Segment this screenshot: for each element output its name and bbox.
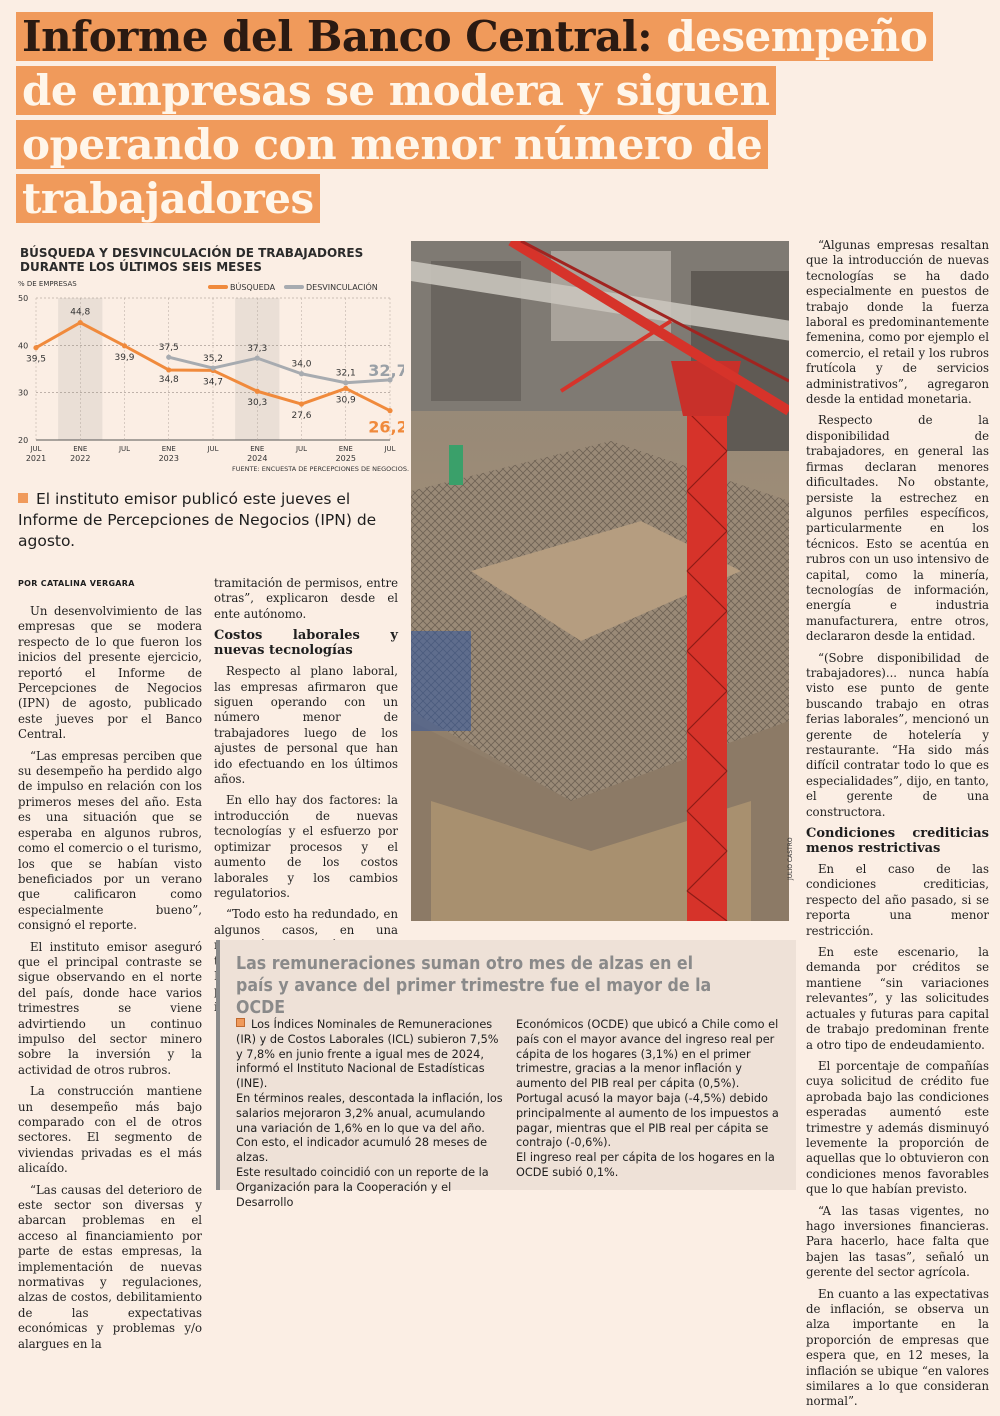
data-point [121, 343, 128, 349]
paragraph: La construcción mantiene un desempeño má… [18, 1084, 202, 1176]
box-paragraph-text: Los Índices Nominales de Remuneraciones … [236, 1018, 499, 1091]
construction-photo [411, 241, 789, 921]
x-tick-label: ENE [339, 445, 353, 453]
data-label-final: 26,2 [368, 418, 404, 437]
x-tick-year: 2025 [336, 454, 356, 463]
data-point [254, 355, 260, 361]
data-label: 39,5 [26, 355, 46, 365]
column-1: Un desenvolvimiento de las empresas que … [18, 604, 202, 1358]
data-label: 44,8 [70, 308, 90, 318]
paragraph: “Las empresas perciben que su desempeño … [18, 748, 202, 933]
x-tick-year: 2024 [247, 454, 267, 463]
data-point [343, 385, 349, 392]
x-tick-label: JUL [29, 445, 41, 453]
paragraph: En este escenario, la demanda por crédit… [806, 945, 989, 1052]
data-point [387, 408, 393, 414]
y-tick-label: 40 [18, 341, 28, 350]
data-label: 37,3 [247, 344, 267, 354]
chart-source: FUENTE: ENCUESTA DE PERCEPCIONES DE NEGO… [232, 465, 410, 473]
box-paragraph: Este resultado coincidió con un reporte … [236, 1165, 489, 1209]
legend-label: BÚSQUEDA [230, 281, 276, 292]
data-label: 39,9 [114, 353, 134, 363]
data-point [77, 320, 83, 326]
lead-bullet [18, 493, 28, 503]
data-label: 34,7 [203, 377, 223, 387]
data-label: 30,9 [336, 395, 356, 405]
paragraph: Respecto de la disponibilidad de trabaja… [806, 413, 989, 644]
paragraph: Un desenvolvimiento de las empresas que … [18, 604, 202, 742]
paragraph: El instituto emisor aseguró que el princ… [18, 939, 202, 1077]
box-column-right: Económicos (OCDE) que ubicó a Chile como… [516, 1018, 784, 1181]
x-tick-label: JUL [295, 445, 307, 453]
data-point [298, 401, 305, 407]
lead-paragraph: El instituto emisor publicó este jueves … [18, 489, 398, 552]
data-point [254, 388, 260, 394]
data-point [343, 380, 349, 386]
data-point [298, 371, 305, 377]
paragraph: “A las tasas vigentes, no hago inversion… [806, 1203, 989, 1280]
paragraph: El porcentaje de compañías cuya solicitu… [806, 1058, 989, 1197]
data-label: 34,0 [291, 360, 311, 370]
chart-band [235, 298, 280, 440]
y-tick-label: 20 [18, 436, 28, 445]
box-paragraph: Los Índices Nominales de Remuneraciones … [236, 1018, 504, 1092]
y-tick-label: 30 [18, 389, 28, 398]
chart-title: BÚSQUEDA Y DESVINCULACIÓN DE TRABAJADORE… [20, 246, 364, 274]
paragraph: En el caso de las condiciones crediticia… [806, 862, 989, 938]
paragraph: En cuanto a las expectativas de inflació… [806, 1286, 989, 1409]
sidebar-box [216, 940, 796, 1190]
subhead-costos: Costos laborales y nuevas tecnologías [214, 628, 398, 659]
headline: Informe del Banco Central: desempeño de … [16, 10, 991, 226]
data-label: 34,8 [159, 375, 179, 385]
box-column-left: Los Índices Nominales de Remuneraciones … [236, 1018, 504, 1210]
headline-light: desempeño de empresas se modera y siguen… [22, 12, 928, 223]
paragraph: “(Sobre disponibilidad de trabajadores).… [806, 650, 989, 819]
data-label: 37,5 [159, 343, 179, 353]
series-line [168, 355, 391, 385]
x-tick-label: JUL [118, 445, 130, 453]
byline: POR CATALINA VERGARA [18, 579, 135, 588]
lead-text: El instituto emisor publicó este jueves … [18, 490, 377, 550]
data-point [166, 367, 172, 373]
y-tick-label: 50 [18, 294, 28, 303]
y-axis-label: % DE EMPRESAS [18, 280, 77, 288]
data-point [166, 354, 172, 360]
box-title: Las remuneraciones suman otro mes de alz… [236, 953, 712, 1018]
paragraph: tramitación de permisos, entre otras”, e… [214, 576, 398, 621]
data-label: 30,3 [247, 398, 267, 408]
data-point [33, 345, 39, 351]
paragraph: “Las causas del deterioro de este sector… [18, 1182, 202, 1351]
column-3: “Algunas empresas resaltan que la introd… [806, 238, 989, 1416]
x-tick-label: JUL [383, 445, 395, 453]
legend-label: DESVINCULACIÓN [306, 281, 378, 292]
paragraph: Respecto al plano laboral, las empresas … [214, 664, 398, 787]
x-tick-label: ENE [162, 445, 176, 453]
data-label-final: 32,7 [368, 361, 404, 380]
paragraph: “Algunas empresas resaltan que la introd… [806, 238, 989, 407]
x-tick-year: 2022 [70, 454, 90, 463]
data-point [210, 365, 216, 371]
data-label: 35,2 [203, 354, 223, 364]
x-tick-year: 2021 [26, 454, 46, 463]
headline-dark: Informe del Banco Central: [22, 12, 653, 61]
x-tick-year: 2023 [159, 454, 179, 463]
paragraph: En ello hay dos factores: la introducció… [214, 793, 398, 900]
data-label: 32,1 [336, 369, 356, 379]
photo-credit: JULIO CASTRO [787, 837, 794, 880]
x-tick-label: JUL [206, 445, 218, 453]
x-tick-label: ENE [73, 445, 87, 453]
box-paragraph: En términos reales, descontada la inflac… [236, 1091, 503, 1165]
data-label: 27,6 [291, 411, 311, 421]
box-paragraph: Económicos (OCDE) que ubicó a Chile como… [516, 1018, 779, 1150]
box-paragraph: El ingreso real per cápita de los hogare… [516, 1151, 775, 1179]
box-bullet [236, 1018, 245, 1027]
x-tick-label: ENE [250, 445, 264, 453]
subhead-condiciones: Condiciones crediticias menos restrictiv… [806, 826, 989, 857]
data-point [387, 377, 393, 383]
